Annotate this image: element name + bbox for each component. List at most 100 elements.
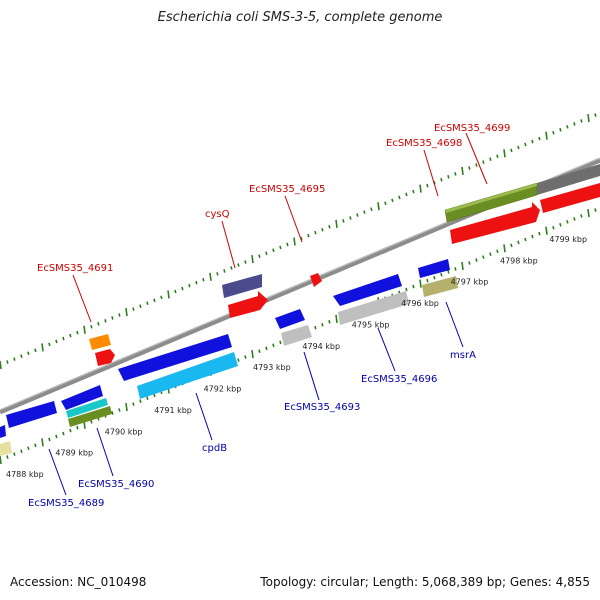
forward-track-minor-tick [258, 254, 261, 259]
feature-EcSMS35_4698[interactable] [450, 202, 540, 244]
forward-track-minor-tick [552, 130, 555, 135]
forward-track-minor-tick [174, 289, 177, 294]
forward-track-minor-tick [62, 336, 65, 341]
forward-track-minor-tick [230, 266, 233, 270]
label-EcSMS35_4693: EcSMS35_4693 [284, 402, 360, 413]
forward-track-minor-tick [97, 322, 100, 326]
forward-track-minor-tick [363, 210, 366, 214]
feature-cpdB-blue[interactable] [118, 334, 232, 381]
feature-EcSMS35_4691-orange[interactable] [89, 334, 111, 350]
reverse-track-minor-tick [517, 240, 520, 245]
forward-track-major-tick [167, 290, 170, 299]
feature-EcSMS35_4696-blue[interactable] [333, 274, 402, 306]
feature-msrA[interactable] [422, 276, 458, 297]
reverse-track-minor-tick [76, 425, 79, 430]
forward-track-minor-tick [328, 225, 331, 229]
gene-labels: EcSMS35_4699 EcSMS35_4698 EcSMS35_4695 c… [28, 123, 510, 509]
reverse-track-minor-tick [468, 261, 471, 265]
forward-track-major-tick [461, 166, 464, 176]
leader-cpdB [195, 392, 213, 441]
reverse-track-major-tick [545, 226, 548, 235]
reverse-track-minor-tick [258, 349, 261, 354]
reverse-track-minor-tick [27, 446, 30, 451]
reverse-features [0, 259, 458, 456]
forward-track-minor-tick [6, 360, 9, 364]
feature-blue-left-edge[interactable] [0, 425, 6, 438]
feature-EcSMS35_4691[interactable] [95, 349, 115, 366]
feature-msrA-blue[interactable] [418, 259, 450, 278]
reverse-track-minor-tick [566, 220, 569, 224]
feature-EcSMS35_4696[interactable] [338, 291, 409, 325]
scale-label-4794: 4794 kbp [302, 342, 340, 351]
reverse-track-major-tick [0, 455, 2, 465]
reverse-track-minor-tick [321, 322, 324, 327]
leader-EcSMS35_4690 [96, 427, 114, 477]
forward-track-minor-tick [356, 213, 359, 217]
forward-track-minor-tick [195, 280, 198, 285]
label-cysQ: cysQ [205, 209, 230, 220]
forward-track-major-tick [293, 237, 296, 246]
forward-track-minor-tick [321, 227, 324, 232]
forward-track-minor-tick [489, 157, 492, 161]
feature-cysQ-top[interactable] [222, 274, 262, 298]
feature-red-forward-right[interactable] [540, 183, 600, 213]
forward-track-minor-tick [370, 207, 373, 211]
feature-cysQ[interactable] [228, 291, 268, 318]
feature-EcSMS35_4690[interactable] [68, 406, 112, 427]
forward-track-minor-tick [153, 298, 156, 303]
forward-track-minor-tick [76, 330, 79, 335]
reverse-track-minor-tick [510, 243, 513, 248]
reverse-track-minor-tick [531, 234, 534, 239]
reverse-track-major-tick [461, 261, 464, 271]
forward-track-major-tick [587, 113, 590, 123]
feature-EcSMS35_4689-blue[interactable] [6, 401, 57, 428]
forward-track-minor-tick [496, 154, 499, 159]
scale-label-4798: 4798 kbp [500, 256, 538, 265]
feature-EcSMS35_4690-blue[interactable] [61, 385, 103, 410]
forward-track-major-tick [0, 360, 2, 370]
reverse-track-major-tick [587, 208, 590, 218]
reverse-track-minor-tick [20, 449, 23, 453]
scale-label-4799: 4799 kbp [549, 235, 587, 244]
reverse-track-minor-tick [573, 217, 576, 221]
reverse-track-minor-tick [153, 393, 156, 398]
feature-cpdB[interactable] [137, 352, 238, 399]
forward-track-minor-tick [594, 113, 597, 117]
reverse-track-minor-tick [69, 428, 72, 433]
forward-track-minor-tick [307, 233, 310, 238]
forward-track-minor-tick [188, 283, 191, 288]
scale-label-4796: 4796 kbp [401, 299, 439, 308]
reverse-track-minor-tick [118, 408, 121, 412]
forward-track-major-tick [251, 255, 254, 264]
label-EcSMS35_4689: EcSMS35_4689 [28, 498, 104, 509]
feature-grey-forward[interactable] [537, 164, 600, 195]
leader-EcSMS35_4691 [72, 274, 92, 323]
feature-EcSMS35_4693-blue[interactable] [275, 309, 305, 329]
feature-EcSMS35_4690-cyan[interactable] [66, 398, 108, 418]
forward-track-major-tick [335, 219, 338, 228]
reverse-track-minor-tick [244, 355, 247, 359]
scale-label-4792: 4792 kbp [204, 385, 242, 394]
label-msrA: msrA [450, 350, 476, 361]
forward-track-minor-tick [272, 248, 275, 253]
scale-label-4790: 4790 kbp [105, 427, 143, 436]
feature-EcSMS35_4695[interactable] [310, 273, 322, 287]
reverse-track-minor-tick [34, 443, 37, 448]
reverse-track-major-tick [125, 402, 128, 412]
leader-EcSMS35_4693 [303, 351, 320, 401]
forward-track-minor-tick [314, 230, 317, 235]
feature-EcSMS35_4693[interactable] [281, 325, 312, 346]
leader-EcSMS35_4698 [423, 149, 439, 197]
reverse-track-minor-tick [272, 343, 275, 348]
forward-track-major-tick [377, 202, 380, 211]
reverse-track-minor-tick [594, 208, 597, 212]
forward-track-minor-tick [475, 163, 478, 167]
forward-track-major-tick [545, 131, 548, 140]
feature-yellow-left-edge[interactable] [0, 441, 12, 456]
scale-label-4788: 4788 kbp [6, 470, 44, 479]
reverse-track-minor-tick [55, 434, 58, 439]
reverse-track-minor-tick [265, 346, 268, 351]
forward-track-minor-tick [454, 172, 457, 176]
scale-label-4791: 4791 kbp [154, 406, 192, 415]
